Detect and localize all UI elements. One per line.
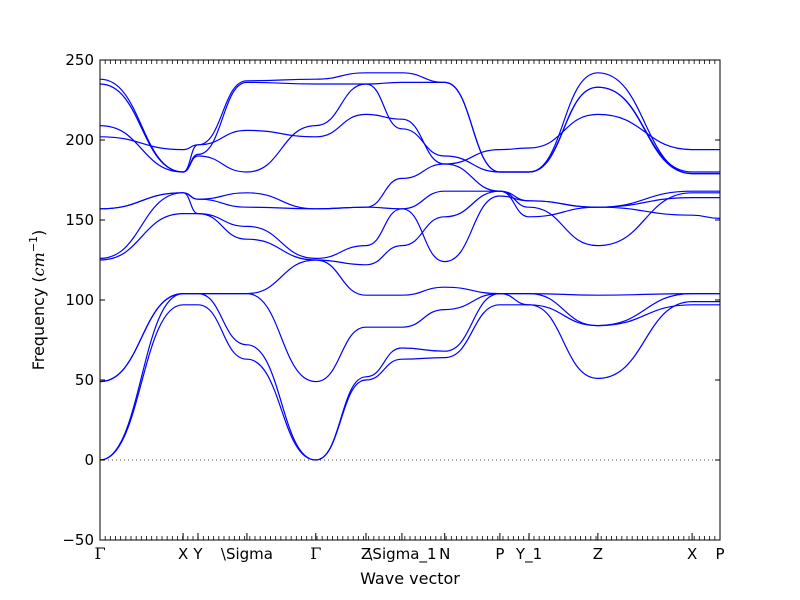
y-tick-label: 250	[65, 51, 94, 69]
y-axis-label-unit-exp: −1	[27, 236, 40, 252]
band-line-1	[99, 301, 720, 461]
x-tick-label: Γ	[310, 544, 321, 563]
x-tick-label: Γ	[94, 544, 105, 563]
y-axis-label-group: Frequency (cm−1)	[27, 230, 48, 371]
x-tick-label: X	[178, 545, 188, 563]
x-tick-label: P	[715, 545, 724, 563]
y-axis-label: Frequency (cm−1)	[27, 230, 48, 371]
band-line-8	[99, 163, 720, 218]
y-axis-label-close-paren: )	[29, 230, 48, 236]
y-tick-label: 200	[65, 131, 94, 149]
y-axis-label-text: Frequency	[29, 288, 48, 371]
x-tick-label: N	[439, 545, 450, 563]
x-tick-label: Z	[593, 545, 603, 563]
x-tick-label: P	[495, 545, 504, 563]
x-tick-label: \Sigma	[221, 545, 273, 563]
y-tick-label: 100	[65, 291, 94, 309]
y-tick-label: 0	[84, 451, 94, 469]
y-tick-label: 150	[65, 211, 94, 229]
x-tick-label: Y_1	[515, 545, 542, 564]
band-line-4	[99, 259, 720, 383]
band-line-11	[99, 81, 720, 175]
plot-series-group	[99, 72, 721, 461]
x-tick-label: Z	[361, 545, 371, 563]
y-tick-label: 50	[75, 371, 94, 389]
y-axis-label-open-paren: (	[29, 276, 48, 282]
x-tick-label: \Sigma_1	[367, 545, 436, 564]
y-tick-label: −50	[62, 531, 94, 549]
x-axis-label: Wave vector	[360, 569, 460, 588]
tick-marks-group	[99, 59, 721, 541]
y-axis-label-unit: cm	[29, 252, 48, 276]
band-line-12	[99, 72, 720, 175]
x-tick-label: X	[687, 545, 697, 563]
x-tick-label: Y	[192, 545, 203, 563]
